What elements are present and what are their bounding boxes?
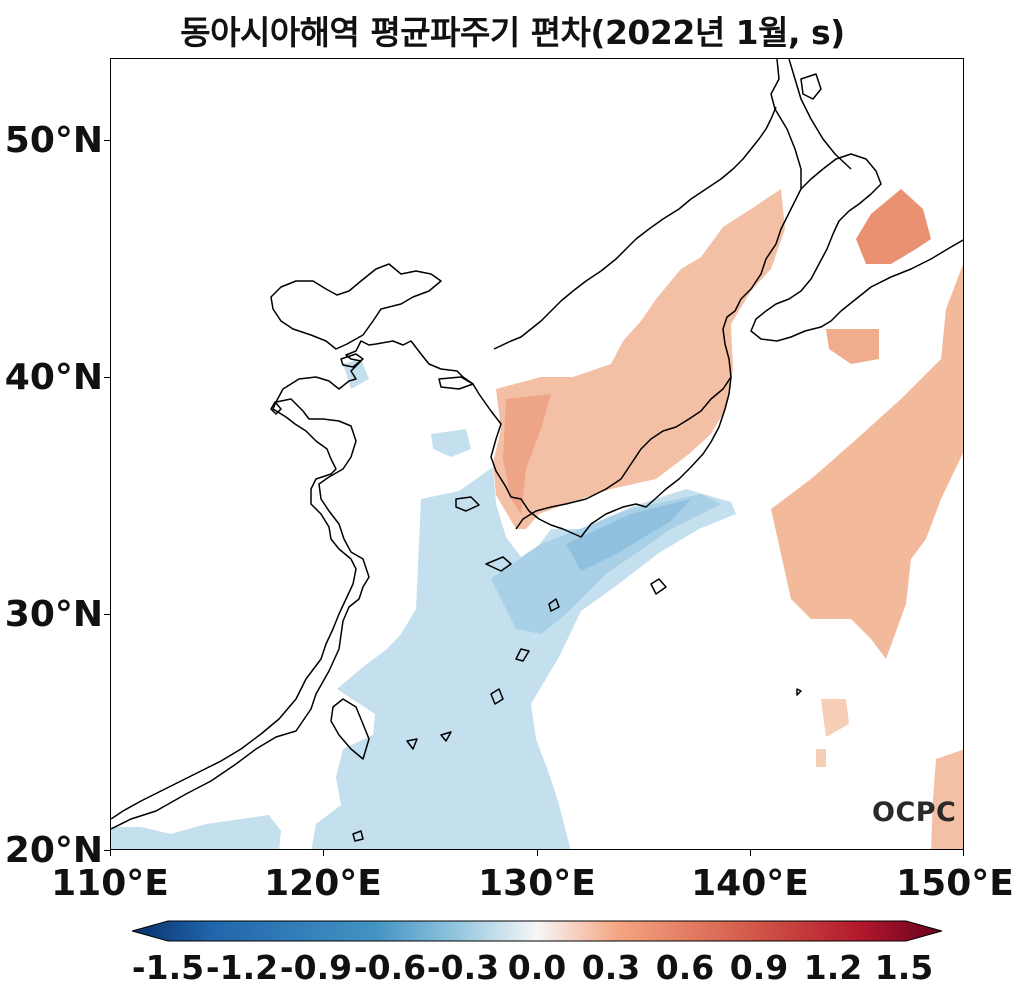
anomaly-map <box>111 59 963 849</box>
lon-tick <box>323 850 325 856</box>
ocpc-watermark: OCPC <box>872 797 956 828</box>
lon-tick <box>537 850 539 856</box>
coastlines <box>111 59 963 842</box>
lat-label-50: 50°N <box>4 120 103 161</box>
colorbar-tick-label: -0.9 <box>279 948 353 987</box>
colorbar-tick-label: 0.9 <box>729 948 789 987</box>
colorbar-tick-label: 1.2 <box>803 948 863 987</box>
colorbar-tick-label: -0.6 <box>353 948 427 987</box>
colorbar-tick-label: 0.0 <box>507 948 567 987</box>
negative-anomaly-field <box>111 359 736 849</box>
lat-tick <box>104 377 110 379</box>
lon-tick <box>110 850 112 856</box>
lon-tick <box>963 850 965 856</box>
colorbar-tick-label: -0.3 <box>426 948 500 987</box>
colorbar-tick-label: -1.5 <box>131 948 205 987</box>
colorbar-tick-label: -1.2 <box>205 948 279 987</box>
colorbar-tick-label: 0.6 <box>655 948 715 987</box>
ocpc-logo-text: OCPC <box>872 797 957 828</box>
positive-anomaly-field <box>493 189 963 849</box>
colorbar-tick-label: 1.5 <box>874 948 934 987</box>
lat-tick <box>104 614 110 616</box>
map-panel <box>110 58 964 850</box>
lat-tick <box>104 850 110 852</box>
lon-label-140: 140°E <box>691 863 809 904</box>
lon-tick <box>750 850 752 856</box>
lat-label-20: 20°N <box>4 830 103 871</box>
lon-label-110: 110°E <box>51 863 169 904</box>
colorbar <box>132 920 942 942</box>
map-title: 동아시아해역 평균파주기 편차(2022년 1월, s) <box>180 13 845 52</box>
colorbar-tick-label: 0.3 <box>581 948 641 987</box>
lat-label-40: 40°N <box>4 357 103 398</box>
lon-label-150: 150°E <box>896 863 1014 904</box>
lon-label-120: 120°E <box>264 863 382 904</box>
lat-tick <box>104 140 110 142</box>
lat-label-30: 30°N <box>4 594 103 635</box>
lon-label-130: 130°E <box>478 863 596 904</box>
